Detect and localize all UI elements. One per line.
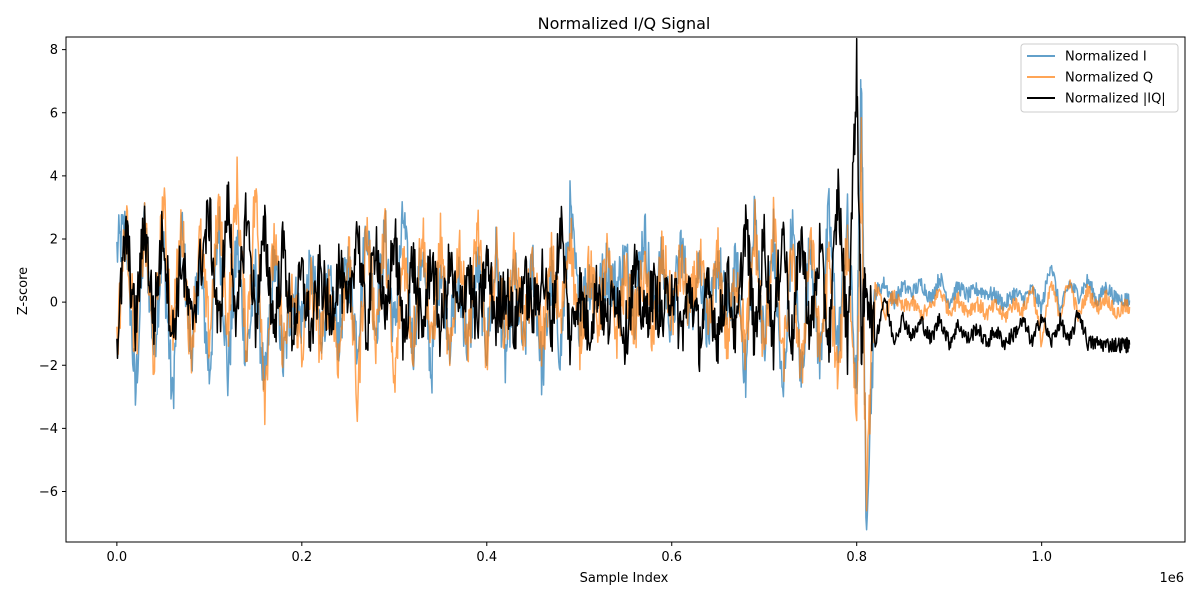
plot-area <box>116 37 1131 531</box>
plot-frame <box>65 36 1186 543</box>
x-tick-label: 0.0 <box>107 550 128 565</box>
x-axis-title: Sample Index <box>580 571 669 586</box>
y-tick-label: 2 <box>50 233 58 248</box>
y-tick-label: 8 <box>50 43 58 58</box>
legend-label: Normalized I <box>1065 50 1147 65</box>
y-tick-label: −6 <box>39 485 58 500</box>
axes: 0.0 0.2 0.4 0.6 0.8 1.0 −6 −4 −2 0 2 4 6 8 <box>39 36 1186 565</box>
legend-label: Normalized |IQ| <box>1065 92 1166 107</box>
x-tick-label: 0.8 <box>846 550 867 565</box>
x-tick-label: 0.4 <box>476 550 497 565</box>
legend: Normalized I Normalized Q Normalized |IQ| <box>1020 43 1179 113</box>
y-tick-label: −2 <box>39 359 58 374</box>
y-tick-label: 6 <box>50 106 58 121</box>
y-tick-label: 0 <box>50 296 58 311</box>
x-tick-label: 1.0 <box>1031 550 1052 565</box>
x-offset-label: 1e6 <box>1159 571 1184 586</box>
y-axis-title: Z-score <box>16 267 31 315</box>
y-tick-label: 4 <box>50 169 58 184</box>
legend-box <box>1020 43 1179 113</box>
chart-title: Normalized I/Q Signal <box>538 14 711 33</box>
series-line-2 <box>116 37 1131 376</box>
legend-label: Normalized Q <box>1065 71 1153 86</box>
x-tick-label: 0.6 <box>661 550 682 565</box>
y-tick-label: −4 <box>39 422 58 437</box>
x-tick-label: 0.2 <box>291 550 312 565</box>
